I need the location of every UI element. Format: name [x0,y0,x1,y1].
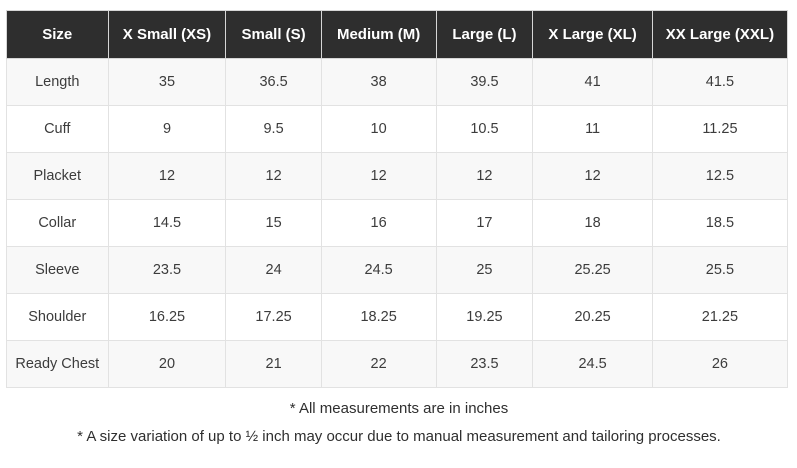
measurement-cell: 9 [107,105,227,153]
table-row: Ready Chest 20 21 22 23.5 24.5 26 [6,340,789,388]
row-label: Sleeve [6,246,109,294]
column-header-size-2: Small (S) [225,10,322,59]
measurement-cell: 12 [225,152,322,200]
row-label: Ready Chest [6,340,109,388]
row-label: Placket [6,152,109,200]
table-row: Sleeve 23.5 24 24.5 25 25.25 25.5 [6,246,789,294]
measurement-cell: 19.25 [435,293,534,341]
measurement-cell: 10.5 [435,105,534,153]
size-chart-header-row: Size X Small (XS) Small (S) Medium (M) Large… [6,10,789,59]
measurement-cell: 10 [320,105,437,153]
table-row: Collar 14.5 15 16 17 18 18.5 [6,199,789,247]
table-row: Placket 12 12 12 12 12 12.5 [6,152,789,200]
measurement-cell: 18.25 [320,293,437,341]
measurement-cell: 12 [435,152,534,200]
measurement-cell: 18 [532,199,653,247]
measurement-cell: 25.5 [651,246,789,294]
measurement-cell: 11 [532,105,653,153]
measurement-cell: 21.25 [651,293,789,341]
measurement-cell: 22 [320,340,437,388]
measurement-cell: 23.5 [107,246,227,294]
measurement-cell: 26 [651,340,789,388]
measurement-cell: 24.5 [532,340,653,388]
measurement-cell: 15 [225,199,322,247]
measurement-cell: 17 [435,199,534,247]
measurement-cell: 38 [320,58,437,106]
measurement-cell: 17.25 [225,293,322,341]
measurement-notes: * All measurements are in inches * A siz… [6,400,792,447]
measurement-cell: 12 [320,152,437,200]
row-label: Cuff [6,105,109,153]
measurement-cell: 25 [435,246,534,294]
measurement-cell: 35 [107,58,227,106]
measurement-cell: 23.5 [435,340,534,388]
measurement-cell: 41 [532,58,653,106]
measurement-cell: 36.5 [225,58,322,106]
column-header-size-6: XX Large (XXL) [651,10,789,59]
row-label: Collar [6,199,109,247]
measurement-cell: 39.5 [435,58,534,106]
measurement-cell: 16 [320,199,437,247]
column-header-size-5: X Large (XL) [532,10,653,59]
column-header-size-3: Medium (M) [320,10,437,59]
measurement-cell: 41.5 [651,58,789,106]
column-header-size-1: X Small (XS) [107,10,227,59]
column-header-size-4: Large (L) [435,10,534,59]
measurement-cell: 20 [107,340,227,388]
row-label: Length [6,58,109,106]
measurement-cell: 12.5 [651,152,789,200]
measurement-cell: 25.25 [532,246,653,294]
measurement-cell: 16.25 [107,293,227,341]
measurement-cell: 18.5 [651,199,789,247]
note-size-variation: * A size variation of up to ½ inch may o… [77,427,721,445]
table-row: Shoulder 16.25 17.25 18.25 19.25 20.25 21.25 [6,293,789,341]
row-label: Shoulder [6,293,109,341]
measurement-cell: 9.5 [225,105,322,153]
measurement-cell: 12 [107,152,227,200]
note-units: * All measurements are in inches [289,400,509,417]
column-header-size: Size [6,10,109,59]
measurement-cell: 20.25 [532,293,653,341]
table-row: Cuff 9 9.5 10 10.5 11 11.25 [6,105,789,153]
measurement-cell: 12 [532,152,653,200]
measurement-cell: 14.5 [107,199,227,247]
measurement-cell: 24 [225,246,322,294]
measurement-cell: 21 [225,340,322,388]
size-chart-table: Size X Small (XS) Small (S) Medium (M) Large… [6,10,789,388]
table-row: Length 35 36.5 38 39.5 41 41.5 [6,58,789,106]
measurement-cell: 24.5 [320,246,437,294]
measurement-cell: 11.25 [651,105,789,153]
